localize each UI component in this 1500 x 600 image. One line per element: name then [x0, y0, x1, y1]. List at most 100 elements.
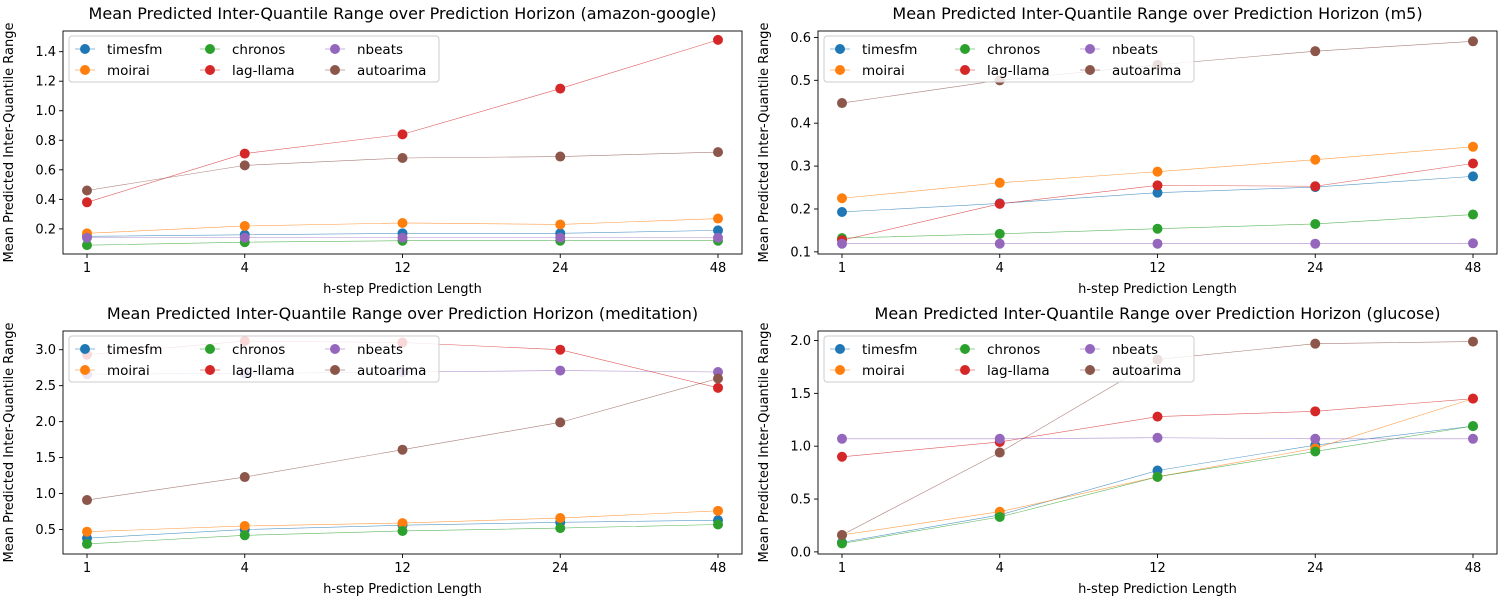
data-point-nbeats — [994, 238, 1005, 249]
data-point-lag-llama — [837, 451, 847, 462]
data-point-nbeats — [555, 365, 566, 376]
data-point-autoarima — [1468, 36, 1478, 47]
y-tick-label: 0.4 — [35, 193, 56, 208]
y-axis-label: Mean Predicted Inter-Quantile Range — [757, 23, 772, 263]
y-tick-label: 0.4 — [790, 117, 811, 132]
x-tick-label: 4 — [241, 261, 249, 276]
legend-marker-lag-llama — [960, 65, 970, 75]
legend-label-chronos: chronos — [987, 42, 1040, 58]
legend-label-nbeats: nbeats — [1112, 342, 1158, 358]
legend-marker-lag-llama — [205, 65, 215, 75]
legend-marker-nbeats — [1085, 44, 1095, 54]
legend-marker-nbeats — [330, 44, 340, 54]
chart-panel-3: Mean Predicted Inter-Quantile Range over… — [757, 304, 1498, 597]
data-point-timesfm — [837, 206, 847, 217]
data-point-autoarima — [713, 147, 723, 158]
data-point-chronos — [82, 538, 92, 549]
y-tick-label: 0.6 — [790, 31, 811, 46]
data-point-nbeats — [1468, 238, 1478, 249]
legend-label-moirai: moirai — [107, 63, 150, 79]
legend-label-timesfm: timesfm — [107, 42, 162, 58]
legend-label-autoarima: autoarima — [357, 363, 426, 379]
x-tick-label: 48 — [710, 261, 727, 276]
data-point-moirai — [397, 217, 408, 228]
legend-label-timesfm: timesfm — [862, 42, 917, 58]
data-point-chronos — [994, 228, 1005, 239]
legend-marker-moirai — [80, 365, 90, 375]
chart-panel-0: Mean Predicted Inter-Quantile Range over… — [2, 4, 743, 297]
data-point-lag-llama — [713, 382, 723, 393]
data-point-chronos — [82, 240, 92, 251]
y-tick-label: 2.0 — [35, 415, 56, 430]
data-point-lag-llama — [713, 34, 723, 45]
data-point-chronos — [239, 530, 250, 541]
chart-panel-1: Mean Predicted Inter-Quantile Range over… — [757, 4, 1498, 297]
y-tick-label: 1.4 — [35, 45, 56, 60]
data-point-nbeats — [1152, 432, 1163, 443]
data-point-lag-llama — [239, 148, 250, 159]
data-point-lag-llama — [555, 344, 566, 355]
data-point-chronos — [1310, 218, 1321, 229]
legend-marker-lag-llama — [205, 365, 215, 375]
legend-label-moirai: moirai — [862, 63, 905, 79]
y-tick-label: 0.2 — [35, 222, 56, 237]
data-point-moirai — [994, 177, 1005, 188]
data-point-autoarima — [555, 151, 566, 162]
data-point-nbeats — [555, 232, 566, 243]
legend-label-moirai: moirai — [107, 363, 150, 379]
y-tick-label: 0.5 — [35, 523, 56, 538]
data-point-autoarima — [82, 185, 92, 196]
y-tick-label: 3.0 — [35, 343, 56, 358]
data-point-autoarima — [994, 447, 1005, 458]
data-point-chronos — [1152, 471, 1163, 482]
legend-label-nbeats: nbeats — [1112, 42, 1158, 58]
legend-marker-chronos — [205, 44, 215, 54]
legend-marker-chronos — [205, 344, 215, 354]
data-point-nbeats — [837, 238, 847, 249]
data-point-lag-llama — [397, 129, 408, 140]
data-point-moirai — [555, 513, 566, 524]
legend-label-moirai: moirai — [862, 363, 905, 379]
x-axis-label: h-step Prediction Length — [323, 582, 482, 597]
legend-marker-timesfm — [835, 44, 845, 54]
x-axis-label: h-step Prediction Length — [1078, 282, 1237, 297]
legend-label-nbeats: nbeats — [357, 342, 403, 358]
data-point-nbeats — [1152, 238, 1163, 249]
legend-label-timesfm: timesfm — [107, 342, 162, 358]
data-point-moirai — [713, 505, 723, 516]
legend-label-nbeats: nbeats — [357, 42, 403, 58]
y-tick-label: 0.8 — [35, 134, 56, 149]
x-tick-label: 24 — [1307, 561, 1324, 576]
x-tick-label: 12 — [1149, 261, 1166, 276]
y-axis-label: Mean Predicted Inter-Quantile Range — [757, 323, 772, 563]
x-tick-label: 4 — [241, 561, 249, 576]
data-point-lag-llama — [1468, 158, 1478, 169]
x-tick-label: 48 — [1465, 561, 1482, 576]
y-tick-label: 2.5 — [35, 379, 56, 394]
data-point-lag-llama — [1152, 411, 1163, 422]
data-point-chronos — [994, 512, 1005, 523]
data-point-nbeats — [1310, 433, 1321, 444]
legend-marker-moirai — [835, 365, 845, 375]
data-point-moirai — [1310, 154, 1321, 165]
y-tick-label: 1.0 — [35, 104, 56, 119]
y-tick-label: 0.6 — [35, 163, 56, 178]
data-point-chronos — [555, 523, 566, 534]
data-point-autoarima — [837, 98, 847, 109]
legend-marker-autoarima — [1085, 65, 1095, 75]
data-point-chronos — [1152, 223, 1163, 234]
series-line-autoarima — [86, 378, 719, 501]
data-point-lag-llama — [82, 197, 92, 208]
x-axis-label: h-step Prediction Length — [1078, 582, 1237, 597]
data-point-lag-llama — [1310, 406, 1321, 417]
x-tick-label: 4 — [996, 261, 1004, 276]
data-point-autoarima — [82, 495, 92, 506]
data-point-moirai — [239, 520, 250, 531]
data-point-nbeats — [837, 433, 847, 444]
series-line-timesfm — [841, 425, 1474, 543]
data-point-autoarima — [1310, 338, 1321, 349]
legend-marker-timesfm — [80, 344, 90, 354]
data-point-nbeats — [82, 232, 92, 243]
y-tick-label: 1.0 — [35, 487, 56, 502]
legend-label-chronos: chronos — [232, 342, 285, 358]
